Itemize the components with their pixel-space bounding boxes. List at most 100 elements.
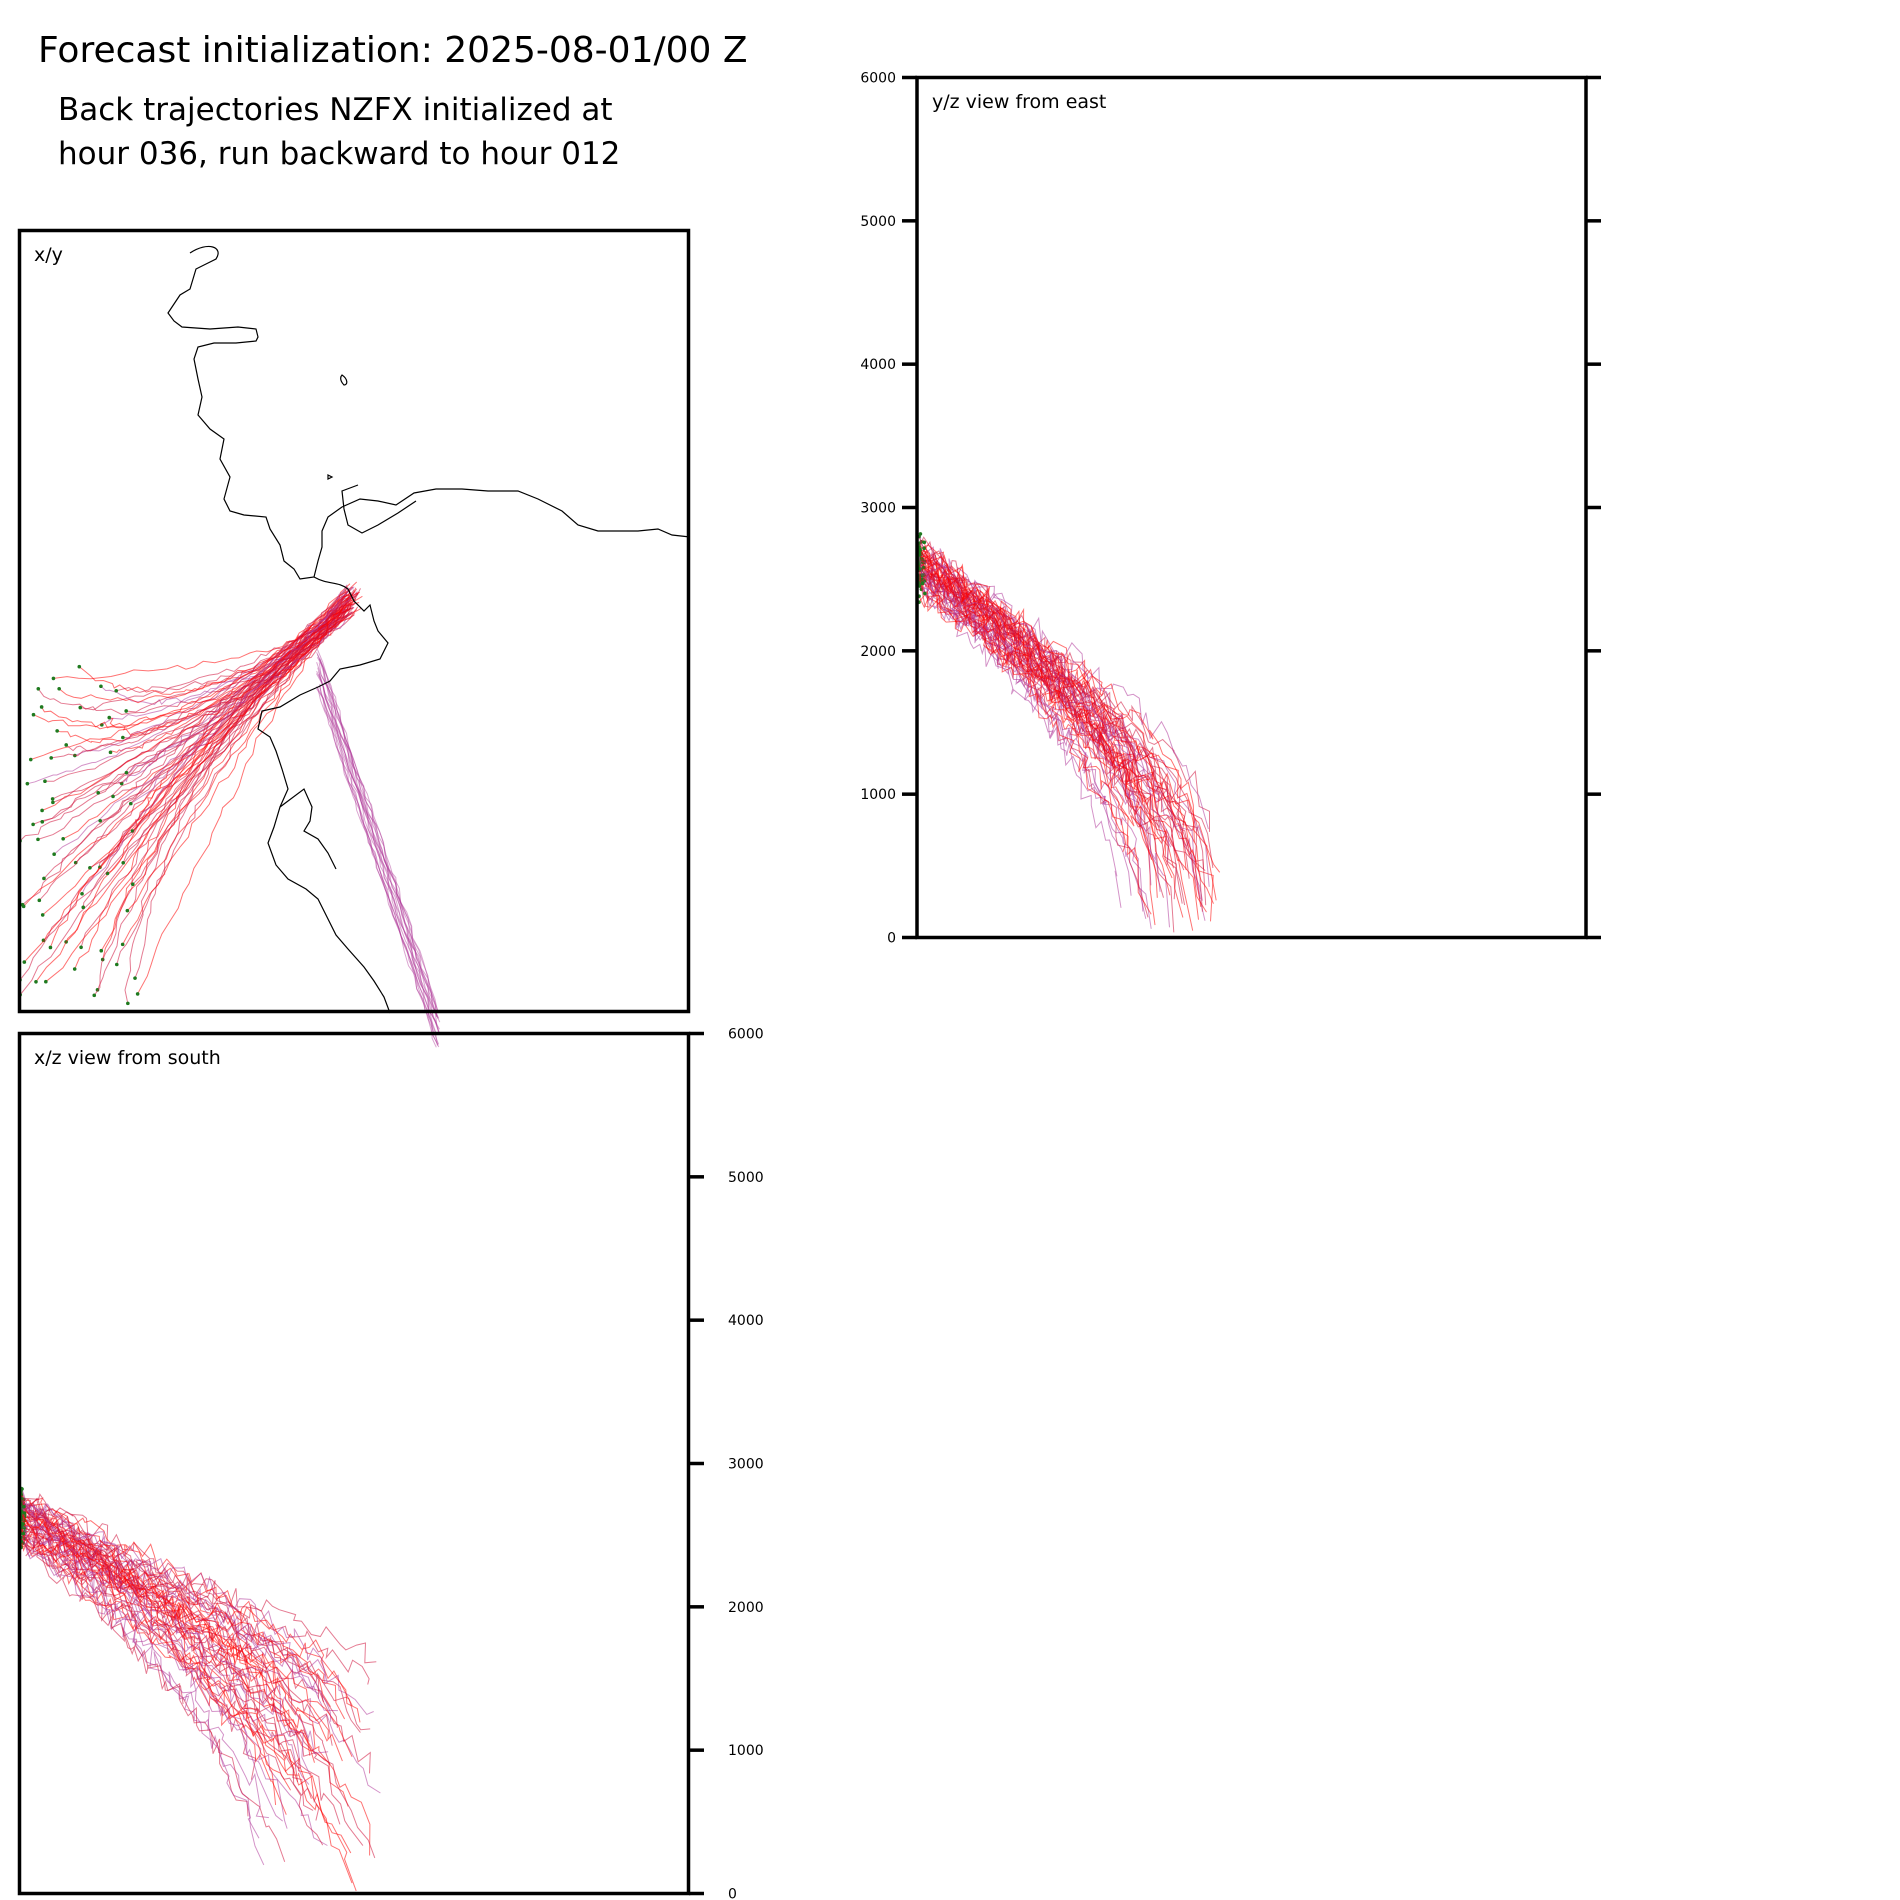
y-tick-label: 0 xyxy=(728,1887,737,1900)
yz-trajectory-line xyxy=(918,563,1214,869)
xy-trajectory-line xyxy=(74,581,358,970)
xy-trajectory-line xyxy=(319,658,439,1019)
xz-trajectory-line xyxy=(22,1514,293,1731)
trajectory-end-marker xyxy=(36,686,41,691)
trajectory-end-marker xyxy=(22,1511,27,1515)
xy-trajectory-line xyxy=(318,674,441,1035)
trajectory-end-marker xyxy=(49,756,54,760)
trajectory-end-marker xyxy=(111,794,115,799)
trajectory-end-marker xyxy=(39,705,44,709)
trajectory-end-marker xyxy=(78,705,83,710)
subtitle-line-2: hour 036, run backward to hour 012 xyxy=(58,136,621,172)
xz-trajectory-group xyxy=(19,1486,381,1892)
yz-trajectory-line xyxy=(922,582,1152,915)
trajectory-end-marker xyxy=(22,960,27,964)
trajectory-end-marker xyxy=(31,712,36,717)
trajectory-end-marker xyxy=(130,882,135,887)
trajectory-end-marker xyxy=(133,976,137,980)
trajectory-end-marker xyxy=(81,905,86,910)
xz-trajectory-line xyxy=(20,1503,353,1706)
yz-trajectory-line xyxy=(919,549,1173,879)
trajectory-end-marker xyxy=(922,540,927,545)
trajectory-end-marker xyxy=(21,1522,25,1526)
xz-elevation-panel: 0 1000 2000 3000 4000 5000 6000 x/z view from … xyxy=(17,1027,764,1900)
xz-trajectory-line xyxy=(20,1502,328,1684)
xz-trajectory-line xyxy=(23,1497,315,1763)
trajectory-end-marker xyxy=(108,750,113,755)
yz-elevation-panel: 0 1000 2000 3000 4000 5000 6000 y/z view from … xyxy=(860,71,1601,947)
y-tick-label: 1000 xyxy=(860,787,896,803)
xy-trajectory-line xyxy=(41,606,359,729)
yz-trajectory-line xyxy=(918,568,1122,908)
xy-trajectory-line xyxy=(317,667,440,1030)
trajectory-end-marker xyxy=(21,1531,26,1536)
xy-trajectory-line xyxy=(109,601,352,736)
xy-trajectory-line xyxy=(316,688,437,1048)
xy-trajectory-line xyxy=(318,685,439,1045)
xz-trajectory-line xyxy=(20,1537,286,1862)
xy-trajectory-line xyxy=(316,649,439,1012)
yz-trajectory-line xyxy=(918,543,1221,873)
y-tick-label: 5000 xyxy=(860,214,896,230)
trajectory-end-marker xyxy=(43,779,47,784)
y-tick-label: 4000 xyxy=(728,1313,764,1329)
yz-trajectory-line xyxy=(918,552,1195,843)
trajectory-end-marker xyxy=(77,664,82,669)
xz-trajectory-line xyxy=(21,1498,332,1722)
xz-panel-label: x/z view from south xyxy=(34,1047,221,1069)
yz-trajectory-group xyxy=(917,532,1221,933)
trajectory-end-marker xyxy=(121,735,125,740)
y-tick-label: 4000 xyxy=(860,357,896,373)
coastline xyxy=(167,245,691,580)
yz-trajectory-line xyxy=(918,567,1149,918)
y-tick-label: 3000 xyxy=(860,501,896,517)
y-tick-label: 0 xyxy=(887,931,896,947)
trajectory-end-marker xyxy=(50,797,55,801)
xy-trajectory-line xyxy=(107,608,362,874)
yz-trajectory-line xyxy=(918,595,1214,904)
xy-trajectory-line xyxy=(316,662,441,1023)
trajectory-end-marker xyxy=(25,781,30,786)
trajectory-end-marker xyxy=(36,837,40,842)
trajectory-end-marker xyxy=(57,686,61,691)
trajectory-end-marker xyxy=(120,942,125,947)
forecast-title: Forecast initialization: 2025-08-01/00 Z xyxy=(38,30,748,71)
small-island xyxy=(327,374,348,480)
y-tick-label: 2000 xyxy=(728,1600,764,1616)
trajectory-end-marker xyxy=(96,791,100,795)
xz-trajectory-line xyxy=(21,1533,310,1785)
trajectory-end-marker xyxy=(52,852,56,857)
trajectory-end-marker xyxy=(107,715,112,720)
trajectory-end-marker xyxy=(22,1504,26,1509)
yz-panel-frame xyxy=(915,75,1588,940)
trajectory-end-marker xyxy=(88,865,92,870)
yz-trajectory-line xyxy=(922,539,1202,907)
trajectory-end-marker xyxy=(125,908,130,913)
trajectory-end-marker xyxy=(920,581,925,585)
trajectory-end-marker xyxy=(114,688,119,693)
yz-trajectory-line xyxy=(918,540,1175,933)
yz-trajectory-line xyxy=(919,560,1190,879)
xz-trajectory-line xyxy=(20,1503,331,1765)
trajectory-end-marker xyxy=(31,822,35,827)
xy-trajectory-line xyxy=(58,587,357,704)
trajectory-end-marker xyxy=(918,547,922,552)
xy-trajectory-line xyxy=(30,589,351,760)
coastline-inlet xyxy=(279,484,417,870)
xy-trajectory-line xyxy=(315,673,440,1034)
trajectory-end-marker xyxy=(61,836,65,841)
xz-trajectory-line xyxy=(22,1518,333,1746)
trajectory-end-marker xyxy=(64,743,69,747)
xy-trajectory-line xyxy=(316,670,440,1034)
yz-trajectory-line xyxy=(919,585,1137,812)
trajectory-end-marker xyxy=(923,591,927,596)
trajectory-end-marker xyxy=(124,709,128,713)
trajectory-end-marker xyxy=(135,992,140,996)
xy-trajectory-line xyxy=(319,659,440,1019)
trajectory-end-marker xyxy=(72,967,77,971)
trajectory-subtitle: Back trajectories NZFX initialized at ho… xyxy=(58,88,620,176)
xz-trajectory-line xyxy=(21,1524,346,1720)
xy-trajectory-line xyxy=(19,607,354,842)
xy-trajectory-line xyxy=(37,609,358,716)
xz-trajectory-line xyxy=(20,1493,277,1806)
